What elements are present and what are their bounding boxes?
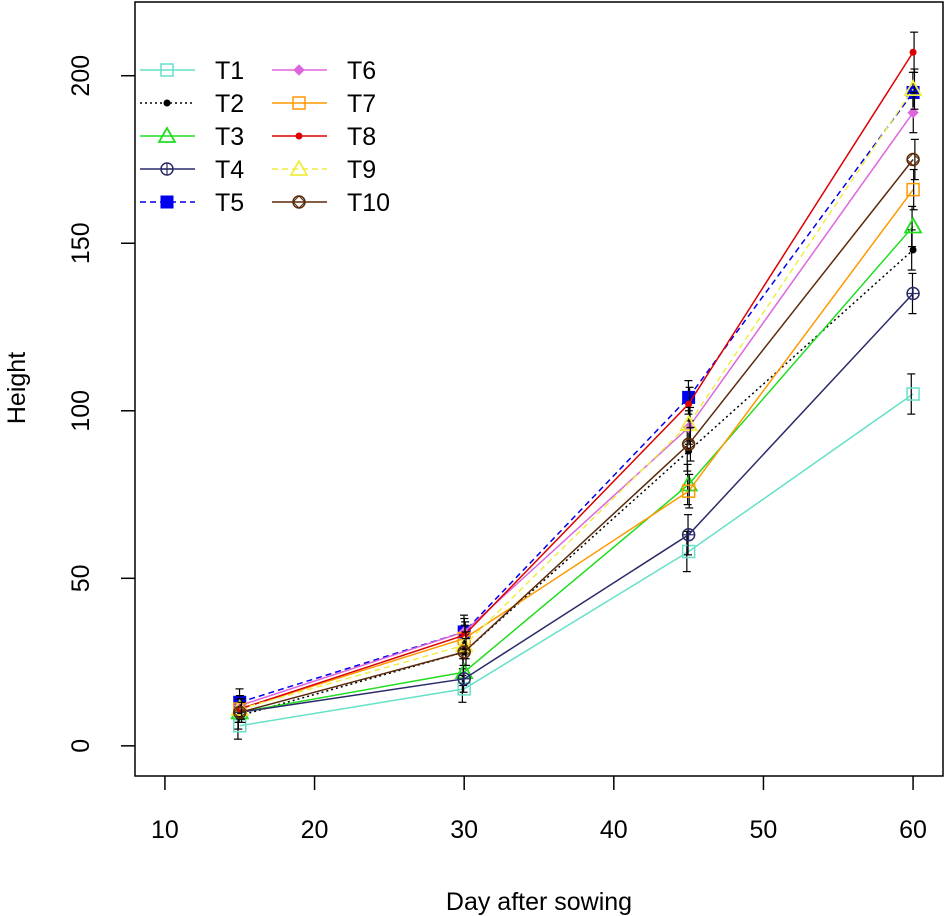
error-bar <box>910 68 919 110</box>
data-point <box>906 286 920 301</box>
y-tick-label: 150 <box>67 222 95 264</box>
legend-marker <box>295 132 303 140</box>
series-T1 <box>232 373 920 740</box>
legend-label: T8 <box>347 123 376 151</box>
error-bar <box>909 168 918 211</box>
legend-label: T5 <box>215 189 244 217</box>
series-T3 <box>230 205 923 723</box>
x-tick-label: 60 <box>899 816 927 844</box>
data-point <box>681 528 696 542</box>
legend-item-T7: T7 <box>272 90 376 118</box>
x-tick-label: 10 <box>151 816 179 844</box>
legend-item-T10: T10 <box>272 189 390 217</box>
legend-label: T7 <box>347 90 376 118</box>
legend-marker <box>292 195 306 209</box>
error-bar <box>237 701 246 723</box>
series-line <box>239 159 914 714</box>
data-point <box>906 387 920 401</box>
data-point <box>679 414 699 432</box>
y-tick-label: 0 <box>67 739 95 753</box>
error-bar <box>910 138 919 181</box>
legend-marker <box>163 99 171 107</box>
data-point <box>909 246 917 254</box>
legend-item-T2: T2 <box>140 90 244 118</box>
legend: T1 T2 T3 T4 T5 T6 T7 T8 T9 T10 <box>140 57 390 217</box>
series-line <box>239 112 914 707</box>
legend-item-T8: T8 <box>272 123 376 151</box>
x-tick-label: 20 <box>301 816 329 844</box>
x-axis-label: Day after sowing <box>446 888 632 916</box>
legend-marker <box>292 96 306 110</box>
legend-item-T6: T6 <box>272 57 376 85</box>
error-bar <box>461 638 470 667</box>
data-point <box>681 484 696 498</box>
legend-item-T5: T5 <box>140 189 244 217</box>
data-point <box>906 182 920 197</box>
series-T4 <box>232 272 920 723</box>
legend-label: T6 <box>347 57 376 85</box>
legend-marker <box>160 63 174 77</box>
y-axis-label: Height <box>3 352 31 424</box>
legend-marker <box>157 126 177 143</box>
legend-label: T4 <box>215 156 244 184</box>
data-point <box>681 544 696 559</box>
series-line <box>239 249 914 717</box>
y-tick-label: 50 <box>67 564 95 592</box>
legend-item-T3: T3 <box>140 123 244 151</box>
legend-marker <box>160 162 174 176</box>
x-tick-label: 30 <box>450 816 478 844</box>
series-line <box>239 393 914 727</box>
legend-marker <box>293 64 305 76</box>
x-tick-label: 50 <box>750 816 778 844</box>
legend-item-T9: T9 <box>272 156 376 184</box>
series-T9 <box>230 68 923 720</box>
series-T8 <box>236 31 919 720</box>
series-T5 <box>233 71 920 717</box>
error-bar <box>908 205 917 248</box>
series-line <box>239 88 914 710</box>
data-point <box>906 152 920 167</box>
error-bar <box>907 373 916 415</box>
y-tick-label: 100 <box>67 390 95 432</box>
series-T7 <box>232 168 920 720</box>
data-point <box>909 48 917 56</box>
data-point <box>232 705 247 720</box>
legend-label: T9 <box>347 156 376 184</box>
error-bar <box>685 473 694 509</box>
legend-item-T4: T4 <box>140 156 244 184</box>
data-point <box>907 106 919 119</box>
data-point <box>457 645 471 659</box>
legend-marker <box>289 159 309 176</box>
legend-item-T1: T1 <box>140 57 244 85</box>
legend-label: T1 <box>215 57 244 85</box>
x-tick-label: 40 <box>600 816 628 844</box>
error-bar <box>686 426 695 462</box>
data-point <box>681 437 696 452</box>
data-point <box>685 400 693 408</box>
series-line <box>239 51 914 710</box>
legend-label: T2 <box>215 90 244 118</box>
data-point <box>903 216 923 234</box>
data-point <box>903 79 923 97</box>
series-line <box>239 189 914 710</box>
series-line <box>239 92 914 704</box>
series-T2 <box>234 229 917 730</box>
legend-label: T3 <box>215 123 244 151</box>
legend-marker <box>160 195 174 209</box>
series-T10 <box>232 138 920 723</box>
series-line <box>239 292 914 714</box>
data-point <box>457 672 471 686</box>
series-line <box>239 226 914 714</box>
y-tick-label: 200 <box>67 55 95 97</box>
series-T6 <box>234 91 919 717</box>
legend-label: T10 <box>347 189 390 217</box>
plot-frame <box>134 1 944 777</box>
